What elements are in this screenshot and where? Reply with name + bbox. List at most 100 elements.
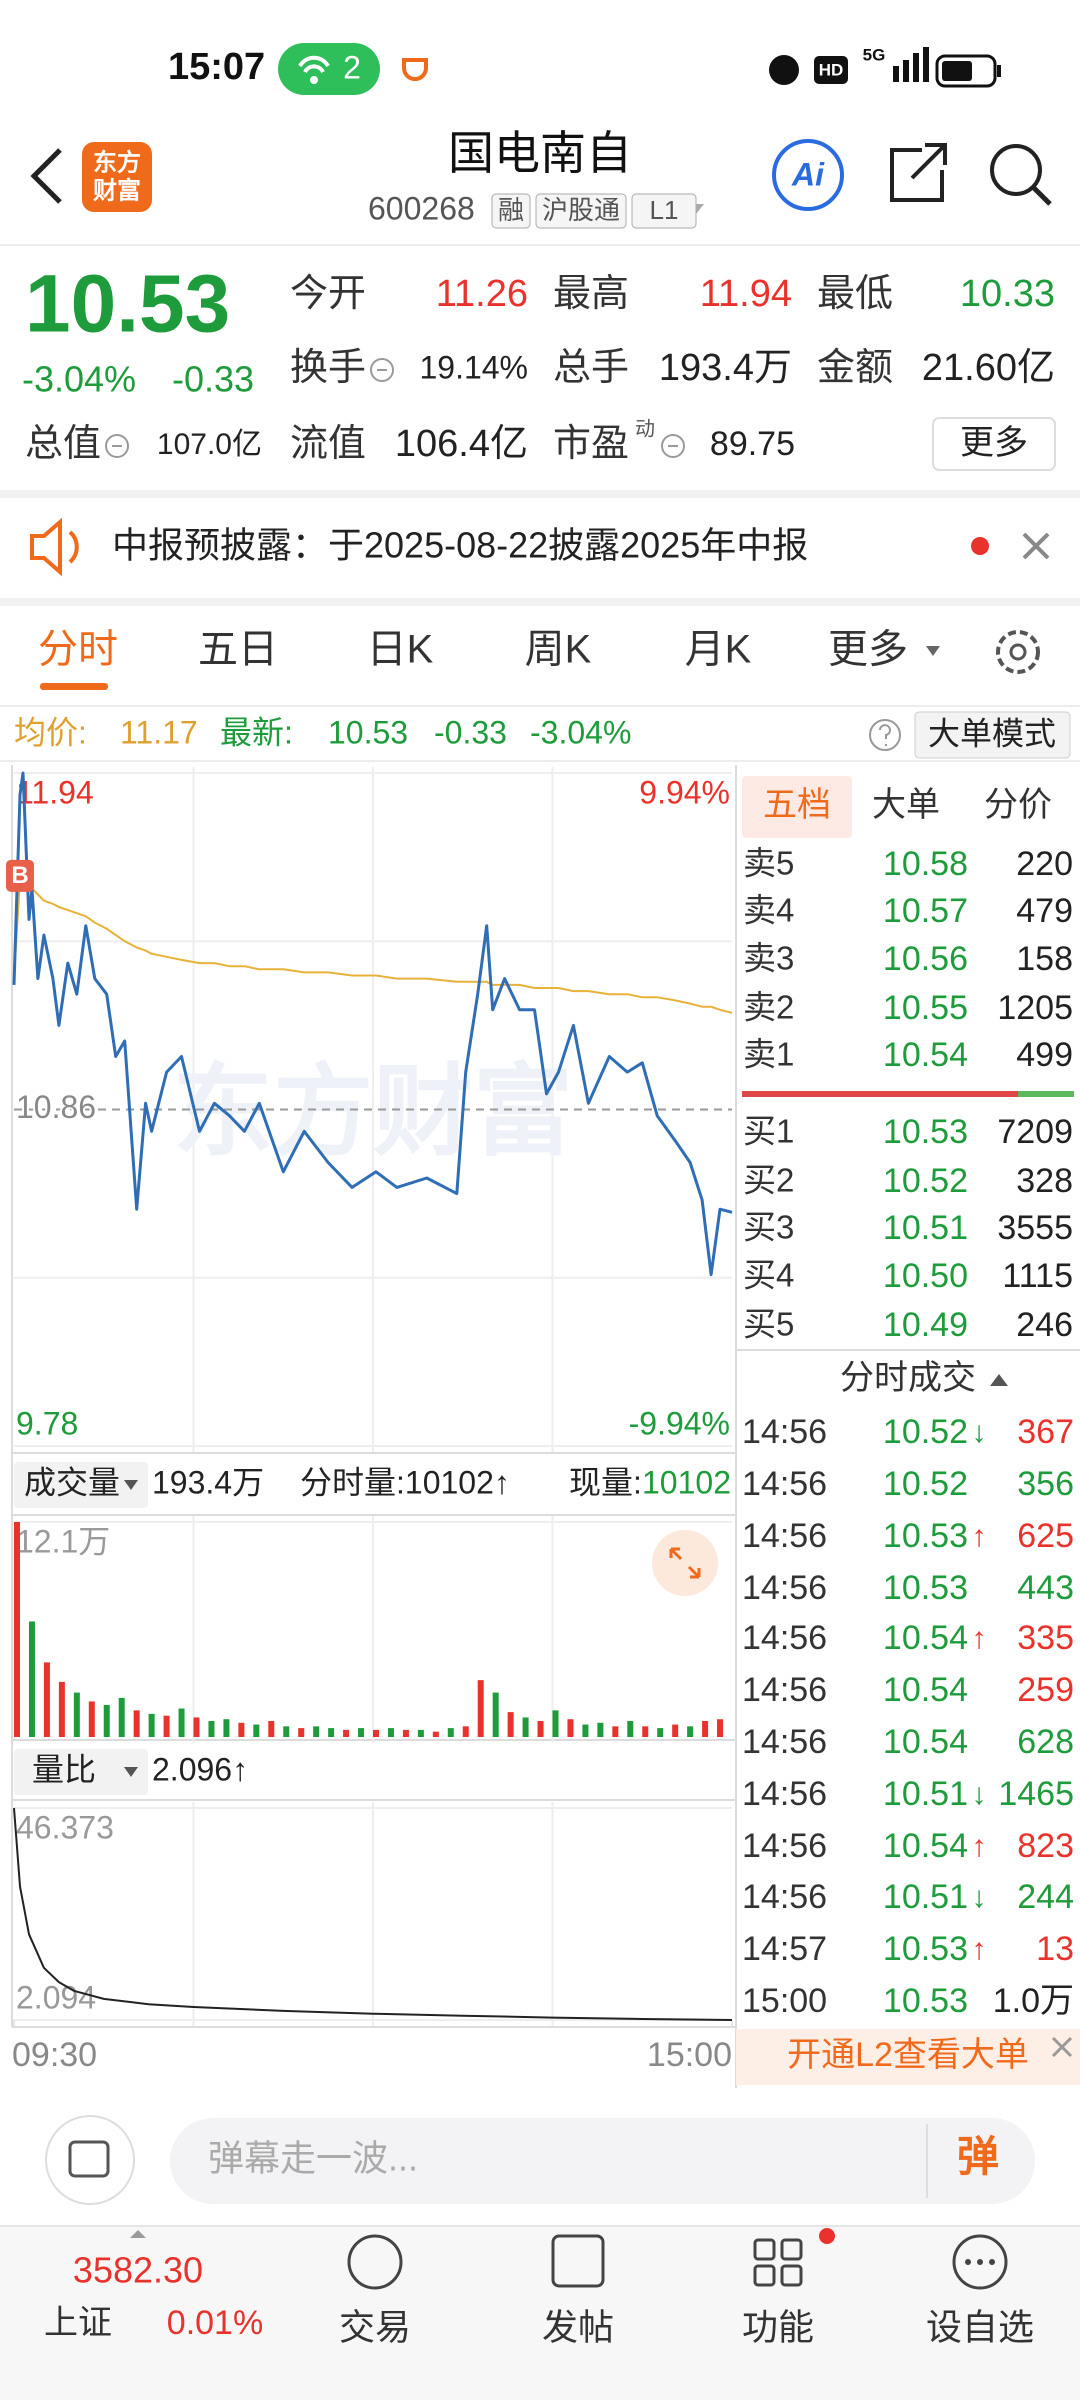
trade-price: 10.53 [883,1517,968,1555]
x-tick-label: 09:30 [12,2036,97,2074]
barrage-toggle[interactable] [45,2115,135,2205]
info-icon [661,434,685,458]
field-label: 流值 [290,423,366,465]
book-tab[interactable]: 分价 [984,786,1052,824]
volume-bar [283,1726,290,1737]
field-value: 11.26 [436,273,528,315]
settings-center [1009,643,1027,661]
expand-button[interactable] [652,1530,718,1596]
trade-price: 10.52 [883,1413,968,1451]
trade-time: 14:56 [742,1517,827,1555]
back-button[interactable] [30,148,62,204]
logo[interactable] [82,142,152,212]
book-label: 买3 [743,1209,794,1246]
nav-label[interactable]: 交易 [339,2307,411,2348]
book-tab[interactable]: 五档 [763,786,831,824]
nav-label[interactable]: 功能 [742,2307,814,2348]
current-volume: 10102 [642,1464,731,1500]
signal-icon [893,47,929,82]
tab[interactable]: 分时 [38,628,118,672]
ai-label: Ai [791,156,825,192]
nav-label[interactable]: 设自选 [926,2307,1034,2348]
book-volume: 7209 [997,1113,1073,1151]
volume-total: 193.4万 [152,1464,264,1500]
ratio-label: 量比 [32,1751,96,1787]
divider [0,244,1080,246]
volume-selector[interactable] [14,1462,148,1508]
volume-bar [522,1717,529,1737]
ratio-value: 2.096↑ [152,1751,248,1787]
gap [0,490,1080,498]
promo-close[interactable] [1051,2036,1073,2058]
field-value: 89.75 [710,425,795,463]
gap [0,598,1080,606]
tab-underline [40,683,108,690]
trade-volume: 823 [1017,1827,1074,1865]
tab[interactable]: 日K [367,628,434,672]
ai-button[interactable] [772,139,844,211]
field-value: 19.14% [419,349,528,385]
comment-placeholder[interactable]: 弹幕走一波... [208,2138,418,2179]
trade-time: 14:56 [742,1671,827,1709]
share-button[interactable] [890,143,947,202]
trades-sort[interactable] [990,1374,1008,1386]
field-label: 最低 [817,273,893,315]
more-button[interactable] [932,417,1056,471]
volume-bar [567,1719,574,1737]
notice-close[interactable] [1022,532,1050,560]
more-label[interactable]: 更多 [960,424,1028,462]
mode-label[interactable]: 大单模式 [928,715,1056,751]
trade-time: 14:56 [742,1619,827,1657]
volume-bar [163,1715,170,1737]
tab[interactable]: 五日 [198,628,278,672]
nav-post-icon[interactable] [551,2234,605,2288]
mode-button[interactable] [914,711,1071,759]
volume-bar [178,1708,185,1737]
barrage-button[interactable]: 弹 [957,2133,999,2180]
ratio-selector[interactable] [14,1749,148,1795]
book-volume: 158 [1016,940,1073,978]
book-tab[interactable]: 大单 [872,786,940,824]
trade-time: 14:56 [742,1827,827,1865]
field-value: 21.60亿 [922,347,1055,389]
trade-volume: 244 [1017,1878,1074,1916]
tab[interactable]: 更多 [828,628,908,672]
index-value[interactable]: 3582.30 [73,2250,203,2291]
search-button[interactable] [990,144,1042,196]
field-value: 193.4万 [659,347,792,389]
volume-bar [88,1701,95,1737]
settings-button[interactable] [996,630,1040,674]
promo-bar[interactable] [736,2029,1080,2085]
nav-label[interactable]: 发帖 [542,2307,614,2348]
volume-bar [432,1731,439,1737]
comment-input[interactable] [170,2118,1035,2204]
volume-bar [507,1712,514,1737]
nav-trade-icon[interactable] [347,2234,403,2290]
field-label: 今开 [290,273,366,315]
trade-time: 14:56 [742,1723,827,1761]
field-label: 总值 [25,423,101,465]
nav-function-icon[interactable] [753,2238,803,2287]
book-label: 买5 [743,1306,794,1343]
index-caret [130,2230,146,2238]
help-icon[interactable] [869,719,901,751]
volume-bar [582,1724,589,1737]
trade-arrow: ↓ [972,1416,987,1449]
book-price: 10.53 [883,1113,968,1151]
volume-bar [148,1713,155,1737]
nav-watch-icon[interactable] [952,2234,1008,2290]
promo-text[interactable]: 开通L2查看大单 [787,2036,1029,2074]
book-price: 10.57 [883,892,968,930]
volume-bar [627,1721,634,1737]
tab[interactable]: 月K [685,628,752,672]
volume-label: 成交量 [24,1464,120,1500]
tab[interactable]: 周K [525,628,592,672]
hotspot-count: 2 [343,49,361,85]
book-price: 10.58 [883,845,968,883]
trades-title: 分时成交 [840,1359,976,1397]
book-volume: 220 [1016,845,1073,883]
volume-bar [103,1705,110,1737]
field-label: 总手 [553,347,629,389]
book-price: 10.56 [883,940,968,978]
